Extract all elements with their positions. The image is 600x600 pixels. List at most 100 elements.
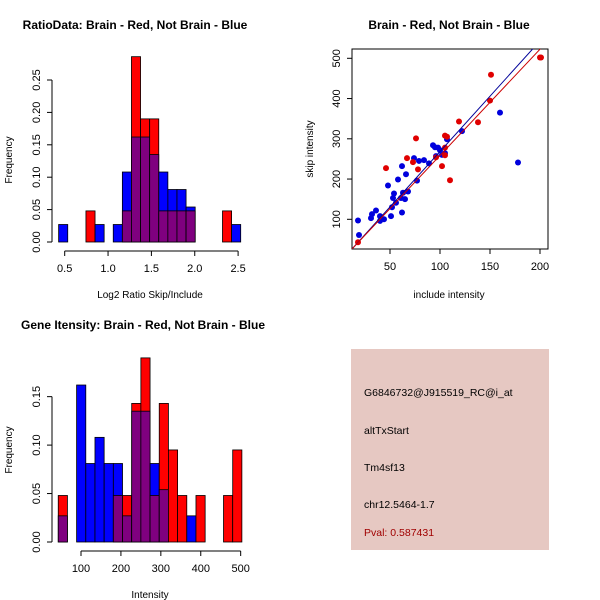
- point-not-brain: [399, 163, 405, 170]
- point-not-brain: [497, 109, 503, 116]
- point-brain: [488, 71, 494, 78]
- x-tick-label: 500: [232, 563, 250, 575]
- event-type: altTxStart: [364, 425, 409, 437]
- point-not-brain: [399, 209, 405, 216]
- y-tick-label: 400: [331, 89, 343, 107]
- point-brain: [537, 54, 543, 61]
- point-brain: [447, 177, 453, 184]
- x-tick-label: 100: [431, 261, 449, 273]
- probe-id: G6846732@J915519_RC@i_at: [364, 387, 513, 399]
- point-brain: [404, 155, 410, 162]
- ratio-ylabel: Frequency: [4, 136, 15, 183]
- y-tick-label: 0.20: [31, 102, 43, 123]
- point-not-brain: [388, 213, 394, 220]
- x-tick-label: 150: [481, 261, 499, 273]
- point-not-brain: [403, 171, 409, 178]
- bar-overlap: [131, 136, 141, 243]
- bar-overlap: [176, 210, 187, 243]
- point-not-brain: [395, 176, 401, 183]
- point-brain: [413, 135, 419, 142]
- intensity-scatter: Brain - Red, Not Brain - Blue include in…: [305, 18, 549, 301]
- p-value: Pval: 0.587431: [364, 527, 434, 539]
- bar-brain: [168, 449, 179, 543]
- y-tick-label: 0.00: [31, 231, 43, 252]
- x-tick-label: 400: [192, 563, 210, 575]
- bar-not-brain: [85, 463, 96, 543]
- bar-overlap: [158, 489, 169, 543]
- bar-overlap: [140, 410, 151, 543]
- bar-overlap: [57, 515, 68, 543]
- x-tick-label: 200: [531, 261, 549, 273]
- bar-brain: [85, 210, 96, 243]
- point-not-brain: [405, 188, 411, 195]
- x-tick-label: 100: [72, 563, 90, 575]
- bar-overlap: [122, 515, 133, 543]
- point-not-brain: [373, 207, 379, 214]
- y-tick-label: 300: [331, 130, 343, 148]
- intensity-histogram: Gene Itensity: Brain - Red, Not Brain - …: [4, 318, 265, 600]
- point-not-brain: [391, 190, 397, 197]
- ratio-title: RatioData: Brain - Red, Not Brain - Blue: [23, 18, 248, 32]
- x-tick-label: 1.0: [100, 263, 115, 275]
- ratio-histogram: RatioData: Brain - Red, Not Brain - Blue…: [4, 18, 248, 301]
- x-tick-label: 50: [384, 261, 396, 273]
- bar-overlap: [121, 210, 132, 243]
- intensity-ylabel: Frequency: [4, 426, 15, 473]
- x-tick-label: 2.0: [187, 263, 202, 275]
- bar-not-brain: [94, 436, 105, 543]
- bar-brain: [177, 495, 188, 543]
- y-tick-label: 0.10: [31, 166, 43, 187]
- chromosome-location: chr12.5464-1.7: [364, 499, 435, 511]
- point-brain: [383, 165, 389, 172]
- intensity-xlabel: Intensity: [131, 590, 168, 600]
- bar-not-brain: [112, 224, 123, 243]
- bar-overlap: [167, 210, 178, 243]
- bar-brain: [222, 210, 232, 243]
- gene-name: Tm4sf13: [364, 462, 405, 474]
- y-tick-label: 0.10: [31, 434, 43, 455]
- x-tick-label: 300: [152, 563, 170, 575]
- bar-overlap: [112, 495, 123, 543]
- point-not-brain: [421, 157, 427, 164]
- point-brain: [410, 159, 416, 166]
- scatter-ylabel: skip intensity: [305, 120, 316, 177]
- point-brain: [444, 133, 450, 140]
- point-brain: [415, 166, 421, 173]
- bar-brain: [195, 495, 206, 543]
- point-brain: [439, 163, 445, 170]
- y-tick-label: 0.25: [31, 69, 43, 90]
- y-tick-label: 0.15: [31, 386, 43, 407]
- bar-overlap: [131, 410, 142, 543]
- bar-not-brain: [231, 224, 242, 243]
- y-tick-label: 0.00: [31, 531, 43, 552]
- y-tick-label: 0.05: [31, 483, 43, 504]
- point-not-brain: [459, 128, 465, 135]
- scatter-plot-box: [351, 48, 549, 250]
- point-not-brain: [369, 211, 375, 218]
- y-tick-label: 500: [331, 49, 343, 67]
- bar-brain: [223, 495, 234, 543]
- fit-line-brain: [352, 49, 541, 249]
- point-not-brain: [385, 182, 391, 189]
- point-brain: [487, 97, 493, 104]
- x-tick-label: 0.5: [57, 263, 72, 275]
- bar-not-brain: [186, 515, 197, 543]
- bar-not-brain: [58, 224, 69, 243]
- scatter-xlabel: include intensity: [413, 290, 484, 301]
- point-not-brain: [402, 196, 408, 203]
- bar-overlap: [158, 210, 169, 243]
- info-panel: G6846732@J915519_RC@i_at altTxStart Tm4s…: [351, 349, 549, 550]
- x-tick-label: 1.5: [144, 263, 159, 275]
- point-brain: [442, 152, 448, 159]
- bar-overlap: [149, 154, 160, 243]
- bar-overlap: [140, 136, 151, 243]
- ratio-xlabel: Log2 Ratio Skip/Include: [97, 290, 203, 301]
- info-background: [351, 349, 549, 550]
- bar-brain: [232, 449, 243, 543]
- point-not-brain: [515, 159, 521, 166]
- bar-not-brain: [76, 384, 87, 543]
- y-tick-label: 0.05: [31, 199, 43, 220]
- point-not-brain: [381, 216, 387, 223]
- bar-not-brain: [103, 463, 114, 543]
